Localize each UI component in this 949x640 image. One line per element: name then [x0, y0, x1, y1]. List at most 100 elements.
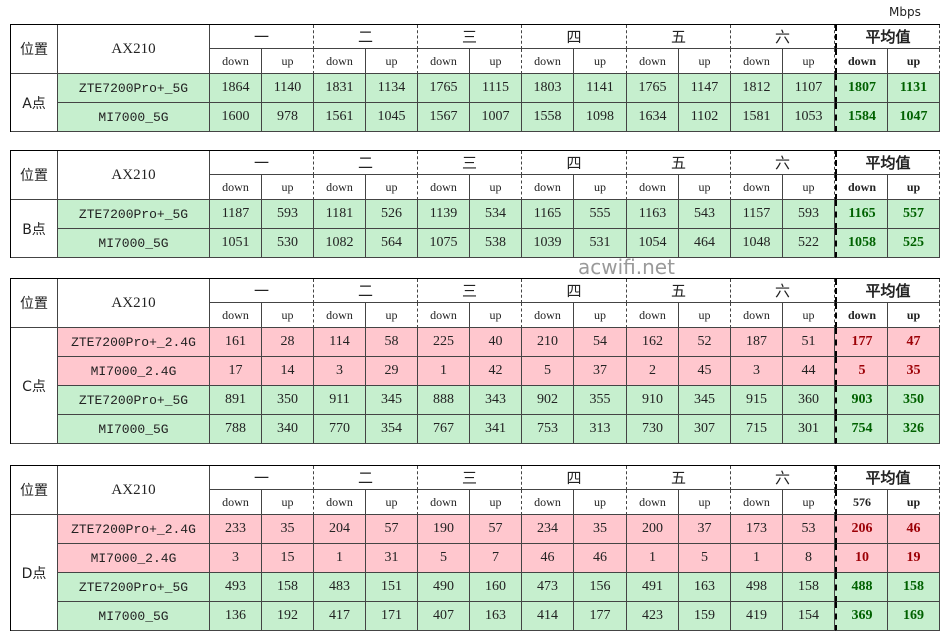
- speed-value: 7: [470, 544, 522, 573]
- sub-header: down: [835, 303, 888, 328]
- sub-header: down: [314, 49, 366, 74]
- speed-value: 301: [783, 415, 835, 444]
- sub-header: 576: [835, 490, 888, 515]
- sub-header: down: [210, 303, 262, 328]
- sub-header: up: [783, 303, 835, 328]
- sub-header: up: [470, 49, 522, 74]
- speed-value: 1765: [418, 74, 470, 103]
- group-header: 六: [731, 25, 835, 49]
- point-label: D点: [11, 515, 58, 631]
- average-value: 488: [835, 573, 888, 602]
- speed-value: 58: [366, 328, 418, 357]
- sub-header: up: [574, 49, 627, 74]
- speed-value: 161: [210, 328, 262, 357]
- speed-value: 154: [783, 602, 835, 631]
- speed-value: 37: [574, 357, 627, 386]
- row-name: MI7000_5G: [58, 415, 210, 444]
- speed-value: 341: [470, 415, 522, 444]
- speed-value: 350: [262, 386, 314, 415]
- sub-header: down: [522, 175, 574, 200]
- row-name: MI7000_2.4G: [58, 544, 210, 573]
- speed-value: 177: [574, 602, 627, 631]
- speed-value: 200: [627, 515, 679, 544]
- speed-value: 483: [314, 573, 366, 602]
- average-value: 326: [888, 415, 940, 444]
- row-name: ZTE7200Pro+_2.4G: [58, 515, 210, 544]
- speed-value: 159: [679, 602, 731, 631]
- result-table: 位置 AX210 C点一二三四五六平均值 down up down up down up down…: [10, 278, 940, 444]
- speed-value: 173: [731, 515, 783, 544]
- speed-value: 45: [679, 357, 731, 386]
- speed-value: 902: [522, 386, 574, 415]
- speed-value: 160: [470, 573, 522, 602]
- speed-value: 233: [210, 515, 262, 544]
- unit-label: Mbps: [889, 5, 921, 19]
- speed-value: 190: [418, 515, 470, 544]
- group-header: 六: [731, 466, 835, 490]
- group-header: 一: [210, 151, 314, 175]
- sub-header: up: [679, 490, 731, 515]
- group-header: 四: [522, 151, 627, 175]
- speed-value: 891: [210, 386, 262, 415]
- speed-value: 1102: [679, 103, 731, 132]
- speed-value: 192: [262, 602, 314, 631]
- result-table: 位置 AX210 D点一二三四五六平均值 down up down up down up down…: [10, 465, 940, 631]
- average-value: 369: [835, 602, 888, 631]
- row-name: MI7000_5G: [58, 103, 210, 132]
- speed-value: 1581: [731, 103, 783, 132]
- speed-value: 753: [522, 415, 574, 444]
- position-header: 位置: [11, 466, 58, 515]
- speed-value: 151: [366, 573, 418, 602]
- speed-value: 978: [262, 103, 314, 132]
- speed-value: 1765: [627, 74, 679, 103]
- average-value: 5: [835, 357, 888, 386]
- speed-value: 28: [262, 328, 314, 357]
- average-value: 169: [888, 602, 940, 631]
- sub-header: up: [574, 303, 627, 328]
- group-header: 四: [522, 25, 627, 49]
- speed-value: 1165: [522, 200, 574, 229]
- speed-value: 210: [522, 328, 574, 357]
- group-header: 五: [627, 151, 731, 175]
- sub-header: up: [574, 490, 627, 515]
- speed-value: 417: [314, 602, 366, 631]
- result-table: 位置 AX210 B点一二三四五六平均值 down up down up down up down…: [10, 150, 940, 258]
- group-header: 五: [627, 279, 731, 303]
- speed-value: 40: [470, 328, 522, 357]
- sub-header: up: [470, 490, 522, 515]
- sub-header: down: [314, 303, 366, 328]
- speed-value: 225: [418, 328, 470, 357]
- group-header: 五: [627, 466, 731, 490]
- speed-value: 54: [574, 328, 627, 357]
- speed-value: 340: [262, 415, 314, 444]
- row-name: MI7000_5G: [58, 602, 210, 631]
- group-header: 四: [522, 466, 627, 490]
- speed-value: 1: [731, 544, 783, 573]
- group-header: 平均值: [835, 25, 940, 49]
- sub-header: down: [314, 175, 366, 200]
- speed-value: 770: [314, 415, 366, 444]
- speed-value: 42: [470, 357, 522, 386]
- speed-value: 158: [783, 573, 835, 602]
- average-value: 903: [835, 386, 888, 415]
- speed-value: 534: [470, 200, 522, 229]
- average-value: 557: [888, 200, 940, 229]
- speed-value: 1134: [366, 74, 418, 103]
- speed-value: 3: [314, 357, 366, 386]
- speed-value: 1157: [731, 200, 783, 229]
- point-label: C点: [11, 328, 58, 444]
- speed-value: 345: [366, 386, 418, 415]
- sub-header: up: [888, 490, 940, 515]
- speed-value: 593: [262, 200, 314, 229]
- speed-value: 543: [679, 200, 731, 229]
- sub-header: up: [888, 49, 940, 74]
- speed-value: 29: [366, 357, 418, 386]
- average-value: 206: [835, 515, 888, 544]
- sub-header: up: [888, 303, 940, 328]
- speed-value: 35: [262, 515, 314, 544]
- device-header: AX210: [58, 279, 210, 328]
- group-header: 三: [418, 151, 522, 175]
- speed-value: 171: [366, 602, 418, 631]
- sub-header: down: [835, 49, 888, 74]
